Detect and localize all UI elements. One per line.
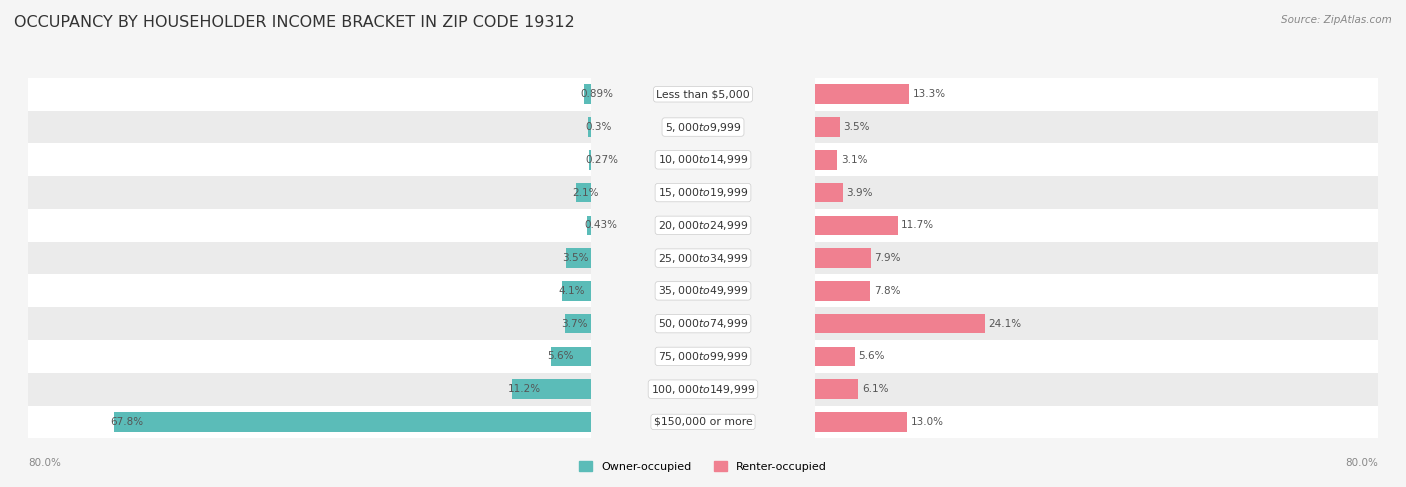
Text: 7.8%: 7.8% bbox=[873, 286, 900, 296]
Text: OCCUPANCY BY HOUSEHOLDER INCOME BRACKET IN ZIP CODE 19312: OCCUPANCY BY HOUSEHOLDER INCOME BRACKET … bbox=[14, 15, 575, 30]
Bar bbox=[815, 176, 1378, 209]
Bar bbox=[28, 209, 591, 242]
Text: 3.5%: 3.5% bbox=[844, 122, 870, 132]
Text: 13.3%: 13.3% bbox=[912, 89, 946, 99]
Bar bbox=[512, 379, 591, 399]
Bar bbox=[28, 406, 591, 438]
Text: 0.89%: 0.89% bbox=[581, 89, 614, 99]
Bar bbox=[815, 373, 1378, 406]
Bar bbox=[551, 347, 591, 366]
Text: 67.8%: 67.8% bbox=[110, 417, 143, 427]
Bar bbox=[28, 144, 591, 176]
Text: $20,000 to $24,999: $20,000 to $24,999 bbox=[658, 219, 748, 232]
Bar bbox=[815, 281, 870, 300]
Bar bbox=[28, 242, 591, 275]
Text: $5,000 to $9,999: $5,000 to $9,999 bbox=[665, 121, 741, 133]
Text: 6.1%: 6.1% bbox=[862, 384, 889, 394]
Bar bbox=[28, 340, 591, 373]
Text: 5.6%: 5.6% bbox=[547, 352, 574, 361]
Bar bbox=[815, 84, 908, 104]
Bar bbox=[815, 248, 870, 268]
Text: $15,000 to $19,999: $15,000 to $19,999 bbox=[658, 186, 748, 199]
Text: 0.27%: 0.27% bbox=[585, 155, 619, 165]
Bar bbox=[815, 183, 844, 203]
Bar bbox=[562, 281, 591, 300]
Text: 80.0%: 80.0% bbox=[1346, 457, 1378, 468]
Bar bbox=[815, 216, 897, 235]
Bar bbox=[815, 340, 1378, 373]
Bar bbox=[815, 275, 1378, 307]
Text: 5.6%: 5.6% bbox=[858, 352, 884, 361]
Text: $25,000 to $34,999: $25,000 to $34,999 bbox=[658, 252, 748, 264]
Bar bbox=[588, 117, 591, 137]
Bar bbox=[815, 307, 1378, 340]
Text: 3.7%: 3.7% bbox=[561, 318, 588, 329]
Bar bbox=[815, 347, 855, 366]
Text: 3.9%: 3.9% bbox=[846, 187, 873, 198]
Bar bbox=[576, 183, 591, 203]
Bar bbox=[28, 307, 591, 340]
Bar bbox=[815, 209, 1378, 242]
Text: 24.1%: 24.1% bbox=[988, 318, 1022, 329]
Text: 13.0%: 13.0% bbox=[911, 417, 943, 427]
Bar bbox=[28, 78, 591, 111]
Text: $150,000 or more: $150,000 or more bbox=[654, 417, 752, 427]
Bar bbox=[28, 176, 591, 209]
Bar bbox=[815, 150, 837, 169]
Text: $75,000 to $99,999: $75,000 to $99,999 bbox=[658, 350, 748, 363]
Text: $35,000 to $49,999: $35,000 to $49,999 bbox=[658, 284, 748, 298]
Bar bbox=[815, 117, 839, 137]
Text: $100,000 to $149,999: $100,000 to $149,999 bbox=[651, 383, 755, 395]
Text: 80.0%: 80.0% bbox=[28, 457, 60, 468]
Bar bbox=[28, 111, 591, 144]
Legend: Owner-occupied, Renter-occupied: Owner-occupied, Renter-occupied bbox=[575, 457, 831, 477]
Text: 3.1%: 3.1% bbox=[841, 155, 868, 165]
Text: 11.2%: 11.2% bbox=[509, 384, 541, 394]
Text: $10,000 to $14,999: $10,000 to $14,999 bbox=[658, 153, 748, 167]
Bar bbox=[589, 150, 591, 169]
Text: 4.1%: 4.1% bbox=[558, 286, 585, 296]
Text: 3.5%: 3.5% bbox=[562, 253, 589, 263]
Bar bbox=[815, 379, 858, 399]
Text: 7.9%: 7.9% bbox=[875, 253, 901, 263]
Bar bbox=[585, 84, 591, 104]
Text: Source: ZipAtlas.com: Source: ZipAtlas.com bbox=[1281, 15, 1392, 25]
Bar bbox=[815, 314, 984, 334]
Bar bbox=[815, 412, 907, 432]
Bar bbox=[815, 406, 1378, 438]
Bar bbox=[588, 216, 591, 235]
Text: Less than $5,000: Less than $5,000 bbox=[657, 89, 749, 99]
Bar bbox=[815, 144, 1378, 176]
Bar bbox=[28, 373, 591, 406]
Bar bbox=[815, 242, 1378, 275]
Bar bbox=[815, 78, 1378, 111]
Bar bbox=[28, 275, 591, 307]
Bar bbox=[114, 412, 591, 432]
Text: 0.3%: 0.3% bbox=[585, 122, 612, 132]
Text: 11.7%: 11.7% bbox=[901, 220, 935, 230]
Text: 2.1%: 2.1% bbox=[572, 187, 599, 198]
Bar bbox=[815, 111, 1378, 144]
Text: 0.43%: 0.43% bbox=[583, 220, 617, 230]
Bar bbox=[565, 248, 591, 268]
Bar bbox=[565, 314, 591, 334]
Text: $50,000 to $74,999: $50,000 to $74,999 bbox=[658, 317, 748, 330]
